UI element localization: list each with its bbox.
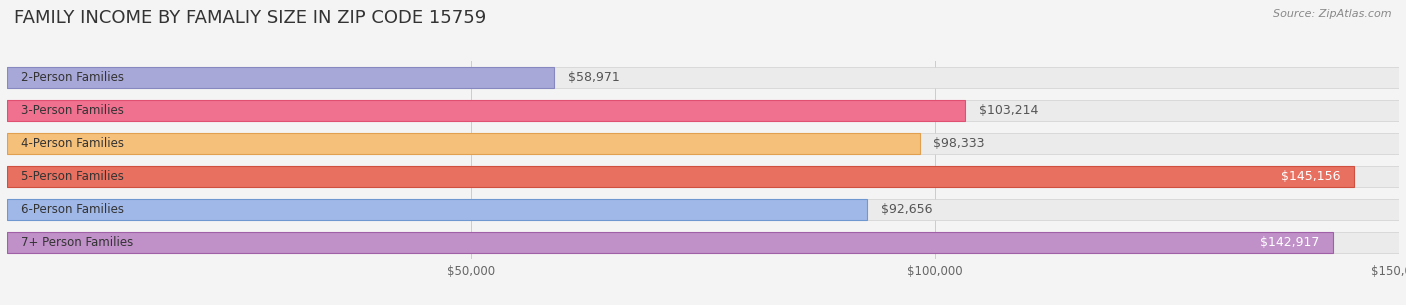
Text: $98,333: $98,333 bbox=[934, 137, 986, 150]
Text: FAMILY INCOME BY FAMALIY SIZE IN ZIP CODE 15759: FAMILY INCOME BY FAMALIY SIZE IN ZIP COD… bbox=[14, 9, 486, 27]
Bar bbox=[7, 199, 1399, 220]
Text: 2-Person Families: 2-Person Families bbox=[21, 71, 124, 84]
Text: $145,156: $145,156 bbox=[1281, 170, 1340, 183]
Text: $58,971: $58,971 bbox=[568, 71, 620, 84]
Text: 7+ Person Families: 7+ Person Families bbox=[21, 236, 134, 249]
Bar bbox=[7, 100, 1399, 121]
Bar bbox=[7, 232, 1399, 253]
Bar bbox=[7, 67, 554, 88]
Text: Source: ZipAtlas.com: Source: ZipAtlas.com bbox=[1274, 9, 1392, 19]
Text: 3-Person Families: 3-Person Families bbox=[21, 104, 124, 117]
Bar bbox=[7, 199, 868, 220]
Text: 4-Person Families: 4-Person Families bbox=[21, 137, 124, 150]
Text: $92,656: $92,656 bbox=[880, 203, 932, 216]
Bar bbox=[7, 167, 1399, 187]
Bar bbox=[7, 232, 1333, 253]
Text: $103,214: $103,214 bbox=[979, 104, 1038, 117]
Bar bbox=[7, 133, 920, 154]
Bar bbox=[7, 100, 965, 121]
Text: 5-Person Families: 5-Person Families bbox=[21, 170, 124, 183]
Text: $142,917: $142,917 bbox=[1260, 236, 1319, 249]
Bar bbox=[7, 167, 1354, 187]
Bar bbox=[7, 133, 1399, 154]
Bar bbox=[7, 67, 1399, 88]
Text: 6-Person Families: 6-Person Families bbox=[21, 203, 124, 216]
